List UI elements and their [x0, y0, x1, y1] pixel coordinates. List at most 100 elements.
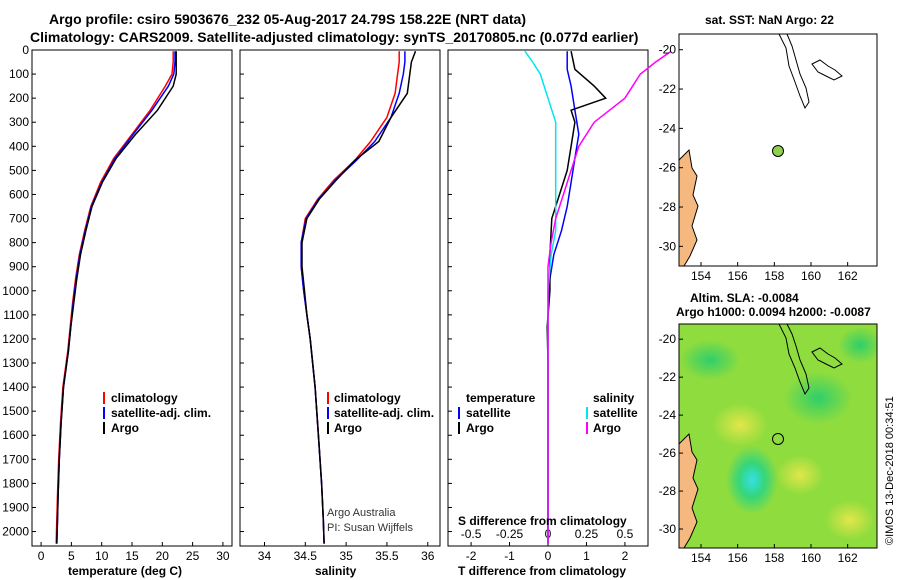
y-tick-label: 800: [9, 236, 29, 250]
sst-float-marker: [772, 145, 784, 157]
y-tick-label: 1600: [2, 428, 29, 442]
temperature-profile-lines: [55, 51, 177, 544]
y-tick-label: 1300: [2, 356, 29, 370]
lat-tick-label: -28: [659, 484, 677, 498]
title-line2: Climatology: CARS2009. Satellite-adjuste…: [30, 29, 638, 45]
difference-panel: -2 -1 0 1 2-0.5 -0.25 0 0.25 0.5 T difference fr…: [447, 49, 672, 578]
y-tick-label: 400: [9, 139, 29, 153]
legend-satellite: satellite-adj. clim.: [111, 406, 211, 420]
salinity-plot-frame: [239, 49, 441, 547]
lon-tick-label: 154: [691, 269, 711, 283]
sla-land: [678, 432, 699, 549]
x-tick-label: 25: [186, 549, 200, 563]
legend-salinity-title: salinity: [593, 391, 635, 405]
legend-swatch-t-argo: [458, 422, 460, 434]
legend-temperature-title: temperature: [466, 391, 536, 405]
sla-map: Altim. SLA: -0.0084 Argo h1000: 0.0094 h…: [659, 291, 878, 565]
lat-tick-label: -26: [659, 446, 677, 460]
sla-field: [679, 324, 877, 548]
x-tick-label: 34: [258, 549, 272, 563]
legend-swatch-argo: [103, 422, 105, 434]
x2-tick-label: 0.5: [617, 527, 634, 541]
sla-map-frame: [678, 323, 878, 549]
y-tick-label: 300: [9, 115, 29, 129]
lon-tick-label: 162: [838, 551, 858, 565]
salinity-axis-ticks: 34 34.5 35 35.5 36: [240, 49, 435, 563]
legend-swatch-s-satellite: [586, 407, 588, 419]
lat-tick-label: -22: [659, 82, 677, 96]
x-tick-label: -2: [466, 549, 477, 563]
sst-reef-island: [811, 59, 843, 81]
salinity-legend: climatology satellite-adj. clim. Argo: [327, 391, 434, 435]
sla-map-title1: Altim. SLA: -0.0084: [690, 291, 799, 305]
lat-tick-label: -20: [659, 332, 677, 346]
sst-land: [678, 148, 699, 267]
legend-swatch-climatology: [103, 392, 105, 404]
x2-tick-label: 0.25: [575, 527, 599, 541]
legend-s-satellite: satellite: [593, 406, 638, 420]
salinity-panel: 34 34.5 35 35.5 36 salinity climatology sate…: [239, 49, 441, 578]
lat-tick-label: -30: [659, 522, 677, 536]
x-tick-label: 0: [38, 549, 45, 563]
y-tick-label: 200: [9, 91, 29, 105]
legend-swatch-s-argo: [586, 422, 588, 434]
y-tick-label: 1500: [2, 404, 29, 418]
sla-map-ticks: 154 156 158 160 162 -20 -22 -24 -26 -28 -30: [659, 332, 858, 565]
lat-tick-label: -24: [659, 121, 677, 135]
y-tick-label: 1700: [2, 452, 29, 466]
legend-swatch-t-satellite: [458, 407, 460, 419]
x-tick-label: 36: [421, 549, 435, 563]
temperature-panel: 0100200300400500600700800900100011001200…: [2, 43, 233, 578]
temperature-plot-frame: [31, 49, 233, 547]
sla-float-marker: [772, 433, 784, 445]
x-tick-label: 2: [622, 549, 629, 563]
difference-legend: temperature satellite Argo salinity sate…: [458, 391, 638, 435]
difference-profile-lines: [524, 50, 672, 544]
series-line-argo: [301, 50, 417, 544]
y-tick-label: 700: [9, 212, 29, 226]
legend-swatch-climatology: [327, 392, 329, 404]
y-tick-label: 1000: [2, 284, 29, 298]
legend-swatch-argo: [327, 422, 329, 434]
lon-tick-label: 160: [801, 269, 821, 283]
sst-map-title: sat. SST: NaN Argo: 22: [705, 13, 834, 27]
temperature-axis-ticks: 0 5 10 15 20 25 30: [32, 49, 230, 563]
legend-swatch-satellite: [327, 407, 329, 419]
y-tick-label: 1400: [2, 380, 29, 394]
y-tick-label: 2000: [2, 525, 29, 539]
x-tick-label: -1: [504, 549, 515, 563]
y-tick-label: 1200: [2, 332, 29, 346]
x-tick-label: 20: [156, 549, 170, 563]
lat-tick-label: -26: [659, 161, 677, 175]
lon-tick-label: 156: [728, 551, 748, 565]
y-tick-label: 500: [9, 163, 29, 177]
lon-tick-label: 158: [764, 551, 784, 565]
y-tick-label: 600: [9, 187, 29, 201]
title-line1: Argo profile: csiro 5903676_232 05-Aug-2…: [49, 11, 526, 27]
legend-argo: Argo: [111, 421, 139, 435]
series-line-s-argo: [547, 50, 672, 544]
y-tick-label: 1800: [2, 476, 29, 490]
sst-reef-outline: [778, 33, 810, 110]
lon-tick-label: 156: [728, 269, 748, 283]
y-tick-label: 900: [9, 260, 29, 274]
imos-watermark: ©IMOS 13-Dec-2018 00:34:51: [884, 396, 896, 545]
lon-tick-label: 158: [764, 269, 784, 283]
x-tick-label: 35: [339, 549, 353, 563]
x-tick-label: 15: [125, 549, 139, 563]
y-tick-label: 0: [22, 43, 29, 57]
temperature-xlabel: temperature (deg C): [68, 564, 182, 578]
lat-tick-label: -20: [659, 43, 677, 57]
x-tick-label: 0: [545, 549, 552, 563]
difference-xlabel: T difference from climatology: [458, 564, 626, 578]
lon-tick-label: 160: [801, 551, 821, 565]
series-line-argo: [56, 51, 177, 544]
legend-satellite: satellite-adj. clim.: [334, 406, 434, 420]
lat-tick-label: -24: [659, 408, 677, 422]
sla-reef-outline: [778, 323, 810, 396]
lat-tick-label: -22: [659, 370, 677, 384]
annotation-argo-australia: Argo Australia: [327, 507, 396, 519]
lat-tick-label: -28: [659, 200, 677, 214]
lat-tick-label: -30: [659, 239, 677, 253]
